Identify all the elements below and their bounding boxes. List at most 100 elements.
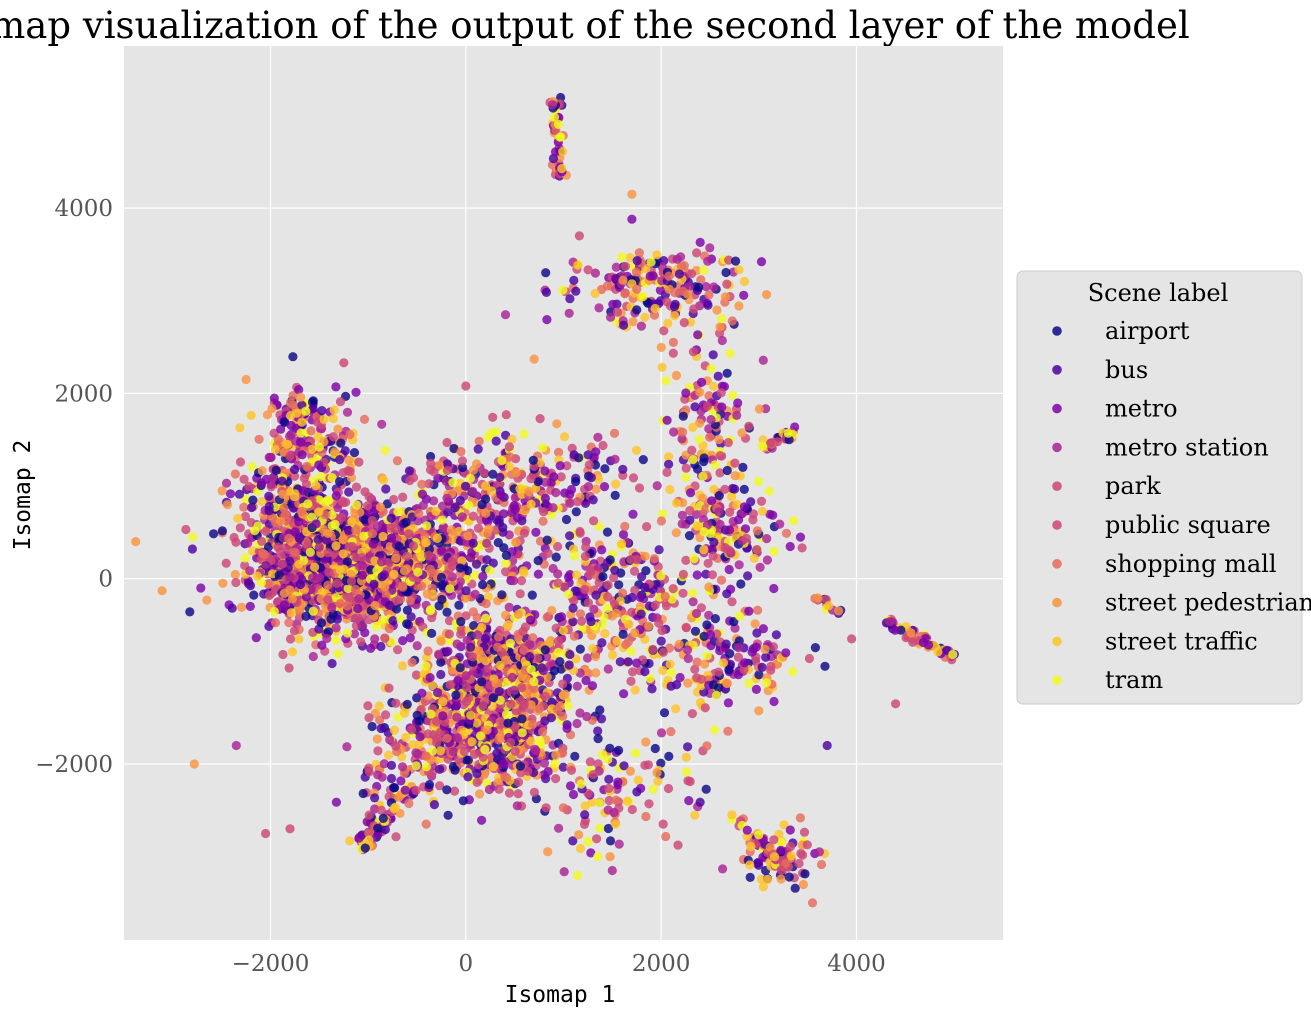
data-point xyxy=(494,686,504,697)
data-point xyxy=(685,515,695,525)
data-point xyxy=(354,457,364,467)
data-point xyxy=(786,851,796,861)
data-point xyxy=(426,451,436,462)
data-point xyxy=(349,629,360,639)
data-point xyxy=(444,616,455,626)
data-point xyxy=(251,633,261,643)
data-point xyxy=(386,773,397,784)
data-point xyxy=(796,848,806,859)
data-point xyxy=(569,631,579,641)
data-point xyxy=(597,638,607,648)
data-point xyxy=(528,719,538,729)
data-point xyxy=(445,636,455,646)
data-point xyxy=(561,514,572,525)
data-point xyxy=(758,441,768,451)
data-point xyxy=(698,493,708,503)
data-point xyxy=(327,658,337,669)
data-point xyxy=(722,279,732,289)
data-point xyxy=(649,310,660,320)
data-point xyxy=(658,666,668,676)
data-point xyxy=(470,570,480,581)
data-point xyxy=(583,598,594,608)
data-point xyxy=(235,457,246,467)
data-point xyxy=(510,746,520,756)
data-point xyxy=(497,455,507,466)
data-point xyxy=(605,836,616,846)
data-point xyxy=(679,318,689,328)
data-point xyxy=(549,112,560,122)
data-point xyxy=(349,448,360,458)
data-point xyxy=(723,726,733,736)
data-point xyxy=(241,374,251,385)
data-point xyxy=(389,725,400,735)
data-point xyxy=(608,299,618,309)
data-point xyxy=(698,471,708,481)
data-point xyxy=(509,685,519,695)
data-point xyxy=(488,762,498,772)
data-point xyxy=(316,618,327,628)
data-point xyxy=(526,499,536,509)
data-point xyxy=(696,674,707,684)
data-point xyxy=(273,542,283,552)
data-point xyxy=(231,740,241,751)
data-point xyxy=(511,537,521,548)
data-point xyxy=(610,454,620,464)
data-point xyxy=(314,542,324,552)
data-point xyxy=(256,578,266,588)
data-point xyxy=(380,582,390,592)
data-point xyxy=(583,450,593,460)
data-point xyxy=(642,522,652,532)
data-point xyxy=(590,268,601,278)
data-point xyxy=(427,628,437,639)
data-point xyxy=(669,311,680,321)
data-point xyxy=(495,472,505,482)
data-point xyxy=(604,783,614,794)
data-point xyxy=(745,860,755,870)
data-point xyxy=(630,685,640,695)
data-point xyxy=(446,525,456,535)
data-point xyxy=(515,761,526,771)
data-point xyxy=(408,541,419,551)
data-point xyxy=(157,586,167,596)
data-point xyxy=(555,461,565,471)
data-point xyxy=(313,535,323,545)
data-point xyxy=(512,801,522,811)
data-point xyxy=(418,500,428,510)
data-point xyxy=(356,637,366,647)
data-point xyxy=(538,727,548,737)
data-point xyxy=(553,569,563,579)
data-point xyxy=(248,546,258,556)
data-point xyxy=(721,639,731,649)
data-point xyxy=(699,527,709,537)
data-point xyxy=(342,628,352,638)
data-point xyxy=(816,859,827,870)
data-point xyxy=(710,725,720,735)
data-point xyxy=(513,777,524,787)
data-point xyxy=(542,315,552,325)
data-point xyxy=(725,525,735,535)
data-point xyxy=(488,693,498,703)
data-point xyxy=(417,479,427,489)
data-point xyxy=(678,427,688,437)
data-point xyxy=(381,484,391,494)
data-point xyxy=(384,750,394,760)
data-point xyxy=(751,642,761,652)
data-point xyxy=(257,496,267,507)
data-point xyxy=(709,282,719,292)
data-point xyxy=(671,498,682,508)
data-point xyxy=(653,776,663,786)
data-point xyxy=(462,683,472,693)
data-point xyxy=(397,661,408,671)
data-point xyxy=(411,785,421,796)
data-point xyxy=(667,594,677,604)
data-point xyxy=(439,522,449,532)
data-point xyxy=(468,538,478,549)
data-point xyxy=(469,749,480,760)
data-point xyxy=(380,633,390,643)
data-point xyxy=(534,704,544,714)
data-point xyxy=(785,842,796,852)
data-point xyxy=(622,796,633,806)
data-point xyxy=(343,583,353,594)
data-point xyxy=(481,599,491,609)
data-point xyxy=(474,436,484,446)
